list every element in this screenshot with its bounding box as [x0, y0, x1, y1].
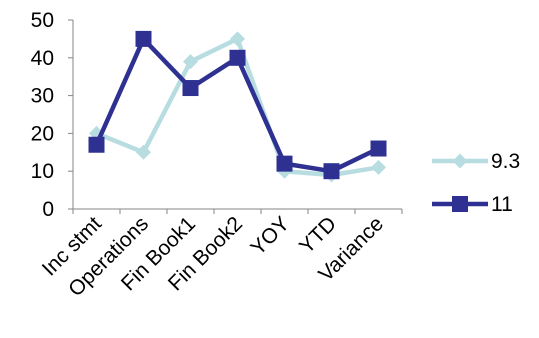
data-point: [88, 136, 105, 153]
y-tick-label: 50: [31, 9, 54, 32]
legend-label: 11: [491, 193, 513, 216]
data-point: [183, 54, 198, 70]
legend-item-9-3: 9.3: [432, 150, 520, 173]
chart-legend: 9.3 11: [432, 150, 520, 216]
legend-label: 9.3: [491, 150, 520, 173]
y-axis-ticks: 0 10 20 30 40 50: [31, 9, 73, 221]
y-tick-label: 0: [42, 198, 54, 221]
data-point: [182, 80, 199, 97]
data-point: [229, 49, 246, 66]
data-point: [135, 30, 152, 47]
data-point: [230, 31, 245, 47]
legend-item-11: 11: [432, 193, 513, 216]
data-point: [370, 140, 387, 157]
series-11: [88, 30, 387, 180]
data-point: [371, 159, 386, 175]
y-tick-label: 30: [31, 85, 54, 108]
y-tick-label: 20: [31, 122, 54, 145]
y-tick-label: 40: [31, 47, 54, 70]
legend-marker-square: [452, 196, 468, 212]
data-point: [136, 144, 151, 160]
data-point: [323, 163, 340, 180]
series-layer: [88, 30, 387, 183]
legend-marker-diamond: [452, 153, 468, 169]
data-point: [276, 155, 293, 172]
y-tick-label: 10: [31, 160, 54, 183]
x-tick-label-yoy: YOY: [246, 212, 294, 260]
